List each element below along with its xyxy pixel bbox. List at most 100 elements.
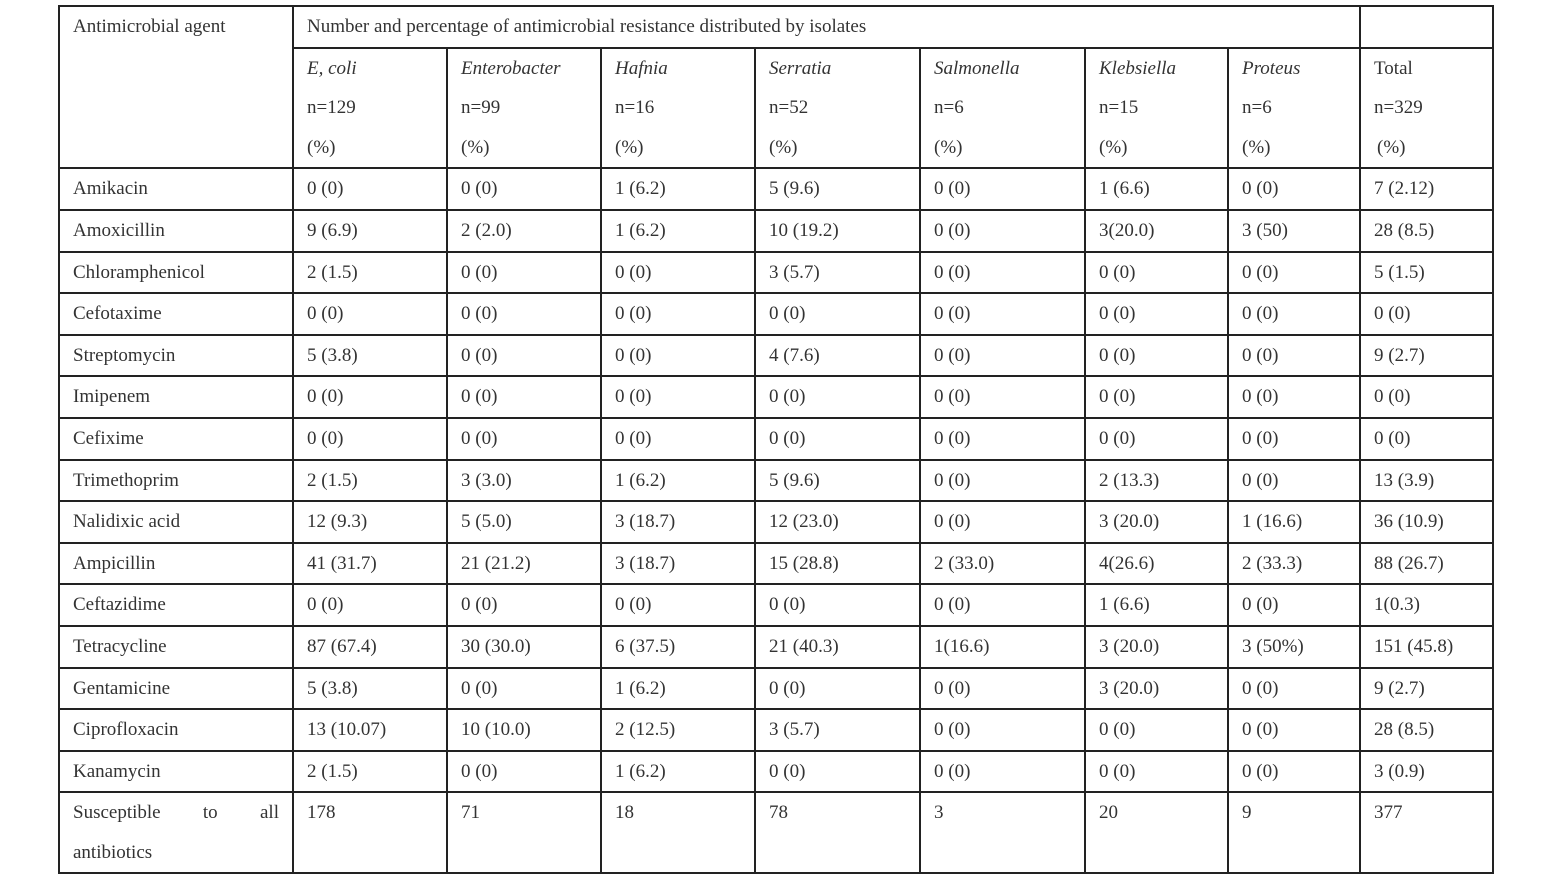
agent-name-cell: Cefixime: [58, 416, 294, 461]
resistance-value-cell: 0 (0): [1359, 375, 1495, 419]
resistance-value-cell: 3 (18.7): [600, 500, 756, 544]
resistance-value-cell: 0 (0): [292, 416, 448, 461]
resistance-value-cell: 0 (0): [919, 208, 1086, 253]
percent-label: (%): [1099, 136, 1128, 158]
table-row: Gentamicine 5 (3.8) 0 (0) 1 (6.2) 0 (0) 0 (0)…: [58, 666, 1495, 711]
resistance-value-cell: 15 (28.8): [754, 541, 921, 586]
agent-name-cell: Trimethoprim: [58, 458, 294, 503]
isolate-header-row: E, coli n=129 (%) Enterobacter n=99 (%) Hafnia…: [59, 46, 1495, 170]
table-row: Cefixime 0 (0) 0 (0) 0 (0) 0 (0) 0 (0) 0 (0) 0 …: [58, 416, 1495, 461]
resistance-value-cell: 0 (0): [919, 749, 1086, 794]
isolate-count: n=329: [1374, 97, 1423, 119]
isolate-name: Klebsiella: [1099, 57, 1177, 79]
label-word: to: [202, 802, 218, 824]
resistance-value-cell: 0 (0): [754, 292, 921, 336]
resistance-value-cell: 5 (9.6): [754, 167, 921, 211]
resistance-value-cell: 4 (7.6): [754, 333, 921, 378]
resistance-value-cell: 21 (40.3): [754, 624, 921, 669]
resistance-table: Antimicrobial agent Number and percentag…: [58, 4, 1495, 874]
isolate-count: n=99: [461, 97, 501, 119]
isolate-header-cell: Salmonella n=6 (%): [919, 46, 1086, 170]
resistance-value-cell: 1 (6.2): [600, 208, 756, 253]
agent-name-cell: Cefotaxime: [58, 292, 294, 336]
table-row: Nalidixic acid 12 (9.3) 5 (5.0) 3 (18.7) 12 …: [58, 500, 1495, 544]
table-row: Ampicillin 41 (31.7) 21 (21.2) 3 (18.7) 15 (…: [58, 541, 1495, 586]
resistance-value-cell: 0 (0): [600, 333, 756, 378]
resistance-value-cell: 6 (37.5): [600, 624, 756, 669]
susceptible-value-cell: 20: [1084, 791, 1229, 874]
resistance-value-cell: 0 (0): [1084, 292, 1229, 336]
header-row: Antimicrobial agent Number and percentag…: [58, 4, 1495, 170]
resistance-value-cell: 0 (0): [1084, 375, 1229, 419]
resistance-value-cell: 0 (0): [600, 583, 756, 627]
resistance-value-cell: 0 (0): [600, 250, 756, 295]
resistance-value-cell: 0 (0): [919, 583, 1086, 627]
resistance-value-cell: 0 (0): [446, 583, 602, 627]
resistance-value-cell: 151 (45.8): [1359, 624, 1495, 669]
agent-name-cell: Kanamycin: [58, 749, 294, 794]
resistance-value-cell: 21 (21.2): [446, 541, 602, 586]
isolate-count: n=129: [307, 97, 356, 119]
resistance-value-cell: 0 (0): [1226, 250, 1362, 295]
resistance-value-cell: 9 (6.9): [292, 208, 448, 253]
agent-name-cell: Amikacin: [58, 167, 294, 211]
isolate-name: Total: [1374, 57, 1413, 79]
resistance-value-cell: 0 (0): [1226, 749, 1362, 794]
resistance-value-cell: 3 (20.0): [1084, 624, 1229, 669]
susceptible-label-line1: Susceptible to all: [73, 793, 279, 833]
susceptible-value-cell: 71: [446, 791, 602, 874]
resistance-value-cell: 10 (10.0): [446, 708, 602, 752]
susceptible-label-cell: Susceptible to all antibiotics: [58, 791, 294, 874]
isolate-header-cell: Proteus n=6 (%): [1226, 46, 1362, 170]
resistance-value-cell: 0 (0): [919, 666, 1086, 711]
resistance-value-cell: 0 (0): [919, 416, 1086, 461]
resistance-value-cell: 0 (0): [1359, 416, 1495, 461]
resistance-value-cell: 3(20.0): [1084, 208, 1229, 253]
resistance-value-cell: 2 (1.5): [292, 250, 448, 295]
susceptible-value-cell: 78: [754, 791, 921, 874]
isolate-header-cell: Enterobacter n=99 (%): [446, 46, 602, 170]
table-row: Streptomycin 5 (3.8) 0 (0) 0 (0) 4 (7.6) 0 (0…: [58, 333, 1495, 378]
resistance-value-cell: 0 (0): [1084, 250, 1229, 295]
percent-label: (%): [1242, 136, 1271, 158]
resistance-value-cell: 0 (0): [446, 666, 602, 711]
agent-name-cell: Chloramphenicol: [58, 250, 294, 295]
resistance-value-cell: 0 (0): [919, 292, 1086, 336]
resistance-value-cell: 2 (1.5): [292, 458, 448, 503]
isolate-name: Hafnia: [615, 57, 668, 79]
percent-label: (%): [615, 136, 644, 158]
resistance-value-cell: 5 (1.5): [1359, 250, 1495, 295]
resistance-value-cell: 0 (0): [919, 167, 1086, 211]
resistance-value-cell: 0 (0): [754, 666, 921, 711]
resistance-value-cell: 13 (10.07): [292, 708, 448, 752]
susceptible-value-cell: 178: [292, 791, 448, 874]
isolate-header-cell: Hafnia n=16 (%): [600, 46, 756, 170]
resistance-value-cell: 5 (9.6): [754, 458, 921, 503]
agent-name-cell: Streptomycin: [58, 333, 294, 378]
resistance-value-cell: 1(16.6): [919, 624, 1086, 669]
resistance-value-cell: 2 (1.5): [292, 749, 448, 794]
resistance-value-cell: 0 (0): [1226, 375, 1362, 419]
resistance-value-cell: 1 (6.6): [1084, 167, 1229, 211]
isolate-header-cell: Total n=329 (%): [1359, 46, 1495, 170]
susceptible-value-cell: 3: [919, 791, 1086, 874]
resistance-value-cell: 2 (33.3): [1226, 541, 1362, 586]
resistance-value-cell: 0 (0): [1226, 583, 1362, 627]
table-row: Cefotaxime 0 (0) 0 (0) 0 (0) 0 (0) 0 (0) 0 (0)…: [58, 292, 1495, 336]
agent-column-header: Antimicrobial agent: [58, 4, 294, 170]
resistance-value-cell: 0 (0): [754, 583, 921, 627]
table-row: Kanamycin 2 (1.5) 0 (0) 1 (6.2) 0 (0) 0 (0) 0 …: [58, 749, 1495, 794]
resistance-value-cell: 0 (0): [292, 292, 448, 336]
isolate-name: Proteus: [1242, 57, 1301, 79]
resistance-value-cell: 5 (5.0): [446, 500, 602, 544]
resistance-value-cell: 12 (9.3): [292, 500, 448, 544]
resistance-value-cell: 3 (20.0): [1084, 500, 1229, 544]
resistance-value-cell: 10 (19.2): [754, 208, 921, 253]
percent-label: (%): [934, 136, 963, 158]
resistance-value-cell: 3 (18.7): [600, 541, 756, 586]
label-word: all: [259, 802, 279, 824]
resistance-value-cell: 0 (0): [919, 250, 1086, 295]
resistance-value-cell: 88 (26.7): [1359, 541, 1495, 586]
resistance-value-cell: 0 (0): [1226, 708, 1362, 752]
susceptible-value-cell: 18: [600, 791, 756, 874]
